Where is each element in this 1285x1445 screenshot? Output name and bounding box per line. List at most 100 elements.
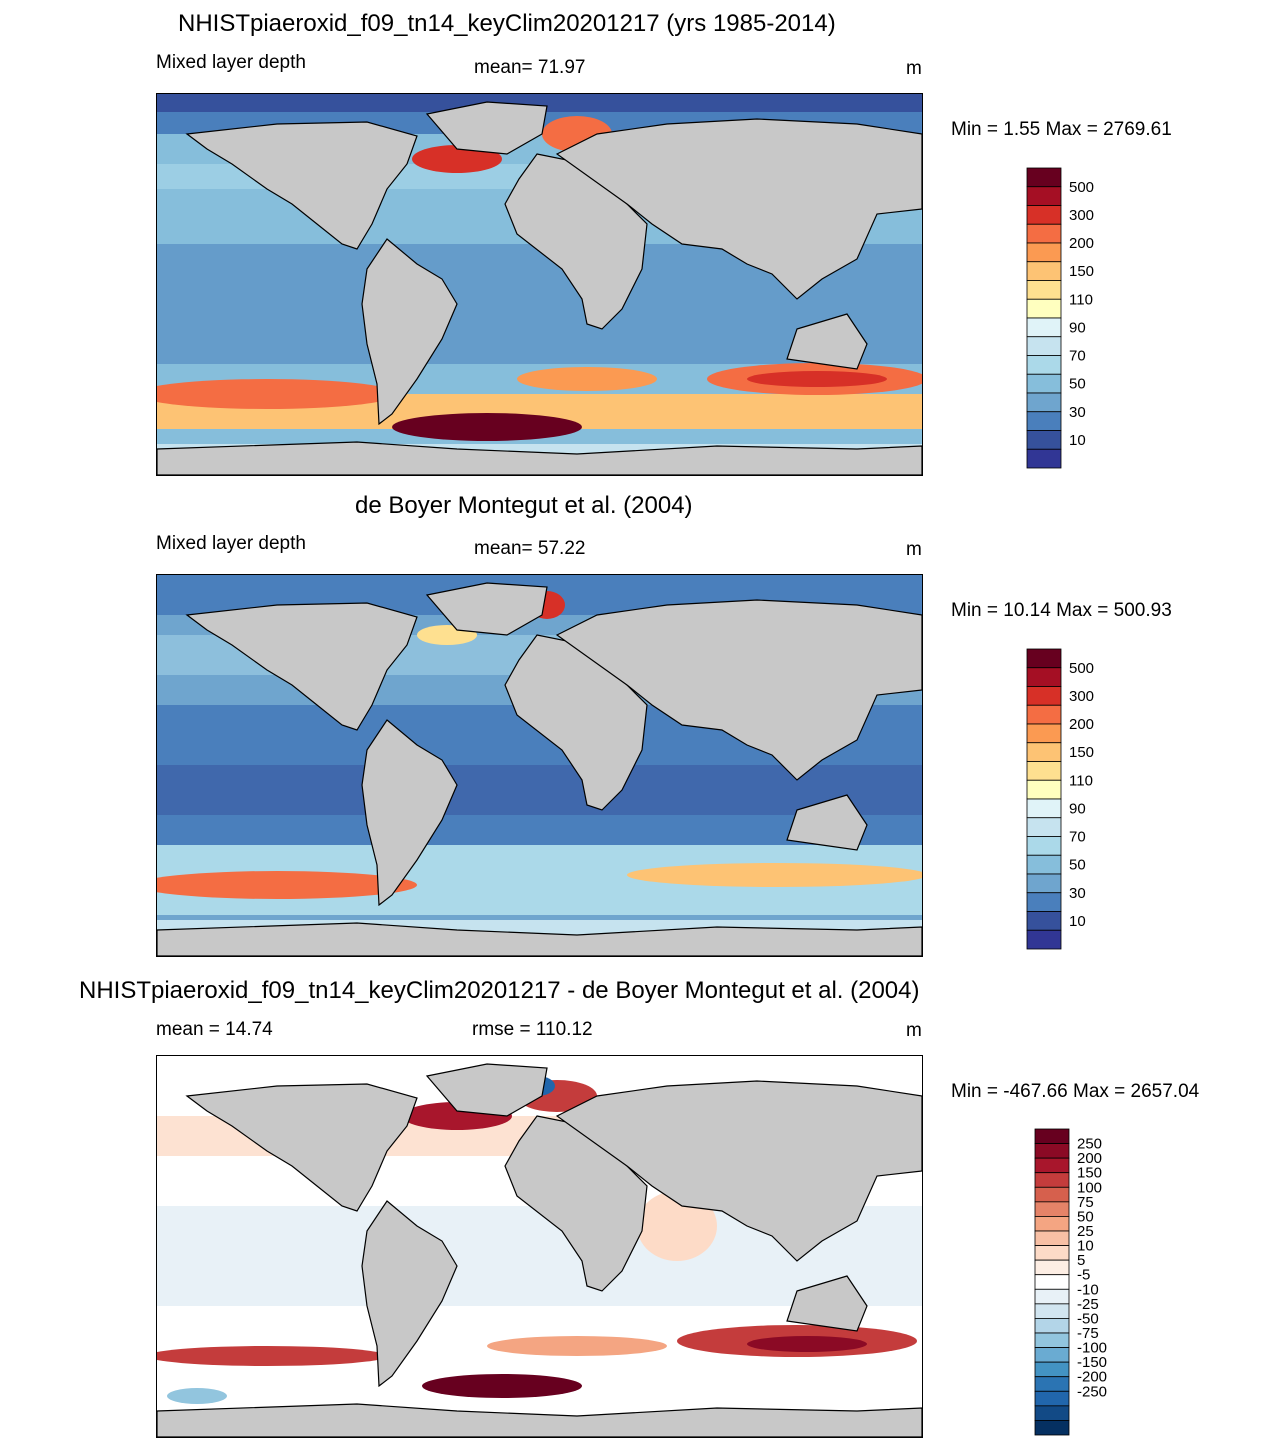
panel2-title: de Boyer Montegut et al. (2004)	[355, 492, 693, 519]
panel3-colorbar-swatch	[1034, 1143, 1070, 1159]
panel3-colorbar-swatch	[1034, 1405, 1070, 1421]
panel1-colorbar-swatch	[1026, 373, 1062, 394]
panel2-colorbar-tick-label: 10	[1069, 913, 1086, 930]
panel3-colorbar-tick-label: 25	[1077, 1223, 1094, 1240]
panel1-colorbar-tick-label: 30	[1069, 404, 1086, 421]
panel1-units: m	[906, 58, 922, 79]
panel1-colorbar-tick-label: 90	[1069, 319, 1086, 336]
panel2-colorbar-swatch	[1026, 836, 1062, 856]
panel2-colorbar-tick-label: 300	[1069, 688, 1094, 705]
panel3-colorbar-swatch	[1034, 1288, 1070, 1305]
panel3-colorbar-swatch	[1034, 1230, 1070, 1246]
panel3-colorbar-tick-label: 50	[1077, 1208, 1094, 1225]
panel1-colorbar-tick-label: 150	[1069, 263, 1094, 280]
panel2-colorbar-swatch	[1026, 779, 1062, 800]
panel2-colorbar-swatch	[1026, 911, 1062, 931]
panel3-colorbar-tick-label: -25	[1077, 1296, 1099, 1313]
panel2-colorbar-swatch	[1026, 798, 1062, 819]
panel3-land	[157, 1063, 922, 1437]
panel1-left-label: Mixed layer depth	[156, 52, 306, 73]
panel3-colorbar-swatch	[1034, 1201, 1070, 1217]
panel3-colorbar-svg: 250200150100755025105-5-10-25-50-75-100-…	[1034, 1128, 1107, 1436]
panel2-colorbar-swatch	[1026, 667, 1062, 687]
panel2-map	[156, 574, 923, 957]
panel2-minmax: Min = 10.14 Max = 500.93	[951, 600, 1172, 621]
panel2-colorbar-swatch	[1026, 686, 1062, 706]
panel3-colorbar-tick-label: 150	[1077, 1165, 1102, 1182]
panel3-map-svg	[157, 1056, 922, 1437]
panel3-colorbar-tick-label: 5	[1077, 1252, 1085, 1269]
panel1-center-label: mean= 71.97	[474, 57, 586, 78]
panel2-colorbar-swatch	[1026, 704, 1062, 725]
panel2-center-label: mean= 57.22	[474, 538, 586, 559]
panel3-map	[156, 1055, 923, 1438]
panel2-colorbar-swatch	[1026, 873, 1062, 894]
panel1-colorbar-tick-label: 50	[1069, 376, 1086, 393]
panel2-colorbar-swatch	[1026, 817, 1062, 837]
panel2-colorbar-swatch	[1026, 854, 1062, 875]
panel1-colorbar-swatch	[1026, 167, 1062, 188]
panel1-colorbar-swatch	[1026, 242, 1062, 263]
panel3-colorbar-tick-label: 100	[1077, 1179, 1102, 1196]
panel1-colorbar-svg: 500 300 200 150 110 90 70 50 30 10	[1026, 167, 1094, 469]
panel3-colorbar-tick-label: -200	[1077, 1369, 1107, 1386]
panel2-colorbar-swatch	[1026, 892, 1062, 912]
panel3-colorbar-tick-label: 250	[1077, 1136, 1102, 1153]
panel3-colorbar-tick-label: -100	[1077, 1340, 1107, 1357]
panel1-colorbar-tick-label: 200	[1069, 235, 1094, 252]
panel1-colorbar-swatch	[1026, 430, 1062, 450]
panel1-colorbar-swatch	[1026, 223, 1062, 244]
panel1-title: NHISTpiaeroxid_f09_tn14_keyClim20201217 …	[178, 10, 836, 37]
panel3-colorbar-tick-label: -10	[1077, 1281, 1099, 1298]
panel1-minmax: Min = 1.55 Max = 2769.61	[951, 119, 1172, 140]
panel1-colorbar-tick-label: 70	[1069, 348, 1086, 365]
panel3-minmax: Min = -467.66 Max = 2657.04	[951, 1081, 1200, 1102]
panel3-colorbar: 250 200 150 100 75 50 25 10 5 -5 -10 -25 -50 -75 -100-…	[1034, 1128, 1155, 1436]
panel2-colorbar-swatch	[1026, 929, 1062, 950]
panel3-colorbar-tick-label: -5	[1077, 1267, 1090, 1284]
panel2-left-label: Mixed layer depth	[156, 533, 306, 554]
panel3-colorbar-swatch	[1034, 1420, 1070, 1436]
panel2-colorbar-svg: 500 300 200 150 110 90 70 50 30 10	[1026, 648, 1094, 950]
panel2-land	[157, 582, 922, 956]
panel3-colorbar-tick-label: 200	[1077, 1150, 1102, 1167]
panel3-colorbar-swatch	[1034, 1216, 1070, 1232]
panel1-colorbar: 500 300 200 150 110 90 70 50 30 10	[1026, 167, 1147, 469]
panel2-colorbar-tick-label: 150	[1069, 744, 1094, 761]
panel3-colorbar-swatch	[1034, 1303, 1070, 1319]
panel1-colorbar-swatch	[1026, 280, 1062, 300]
panel2-colorbar-swatch	[1026, 742, 1062, 762]
panel2-colorbar: 500 300 200 150 110 90 70 50 30 10	[1026, 648, 1147, 950]
panel1-colorbar-swatch	[1026, 411, 1062, 431]
panel1-colorbar-swatch	[1026, 298, 1062, 319]
panel1-colorbar-swatch	[1026, 336, 1062, 356]
panel1-land	[157, 101, 922, 475]
panel1-map-svg	[157, 94, 922, 475]
panel3-colorbar-tick-label: -150	[1077, 1354, 1107, 1371]
panel2-colorbar-tick-label: 200	[1069, 716, 1094, 733]
panel3-colorbar-swatch	[1034, 1186, 1070, 1203]
panel1-colorbar-tick-label: 10	[1069, 432, 1086, 449]
panel2-colorbar-tick-label: 500	[1069, 660, 1094, 677]
panel3-colorbar-tick-label: -75	[1077, 1325, 1099, 1342]
panel3-colorbar-swatch	[1034, 1259, 1070, 1276]
panel1-colorbar-swatch	[1026, 261, 1062, 281]
panel1-colorbar-swatch	[1026, 448, 1062, 469]
panel3-colorbar-swatch	[1034, 1172, 1070, 1188]
panel1-colorbar-tick-label: 300	[1069, 207, 1094, 224]
panel3-colorbar-swatch	[1034, 1347, 1070, 1363]
panel1-colorbar-swatch	[1026, 355, 1062, 375]
panel1-colorbar-tick-label: 110	[1069, 291, 1093, 308]
panel3-title: NHISTpiaeroxid_f09_tn14_keyClim20201217 …	[79, 977, 920, 1004]
panel3-colorbar-swatch	[1034, 1332, 1070, 1348]
panel2-colorbar-tick-label: 50	[1069, 857, 1086, 874]
panel2-colorbar-tick-label: 110	[1069, 772, 1093, 789]
panel1-map	[156, 93, 923, 476]
panel1-colorbar-swatch	[1026, 186, 1062, 206]
panel3-colorbar-tick-label: -250	[1077, 1383, 1107, 1400]
panel3-colorbar-swatch	[1034, 1274, 1070, 1290]
panel3-units: m	[906, 1020, 922, 1041]
panel2-colorbar-tick-label: 70	[1069, 829, 1086, 846]
panel3-colorbar-swatch	[1034, 1157, 1070, 1174]
panel3-colorbar-swatch	[1034, 1245, 1070, 1261]
